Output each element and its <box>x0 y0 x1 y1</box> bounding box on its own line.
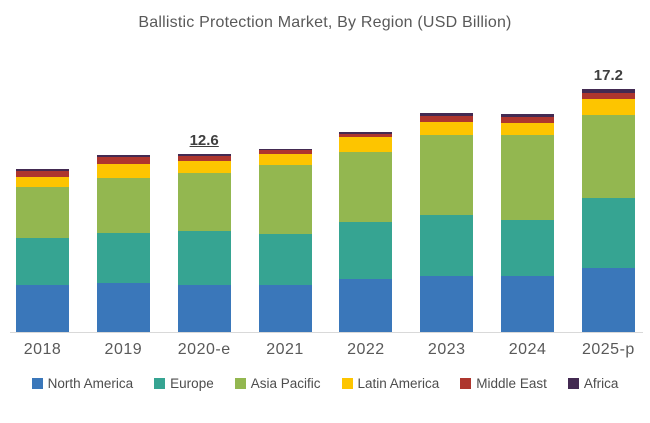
chart-title: Ballistic Protection Market, By Region (… <box>138 14 512 31</box>
legend-swatch-middle-east <box>460 378 472 389</box>
legend-swatch-asia-pacific <box>234 378 246 389</box>
x-axis-labels: 2018 2019 2020-e 2021 2022 2023 2024 2025-p <box>16 341 635 359</box>
segment-2019-asia-pacific <box>96 178 150 234</box>
plot-area: 12.6 17.2 <box>10 0 643 333</box>
segment-2025-p-asia-pacific <box>581 115 635 198</box>
segment-2020-e-latin-america <box>177 161 231 174</box>
segment-2023-europe <box>420 214 474 277</box>
segment-2021-africa <box>258 148 312 151</box>
segment-2018-middle-east <box>16 171 69 178</box>
legend-swatch-latin-america <box>341 378 353 389</box>
x-label-2020-e: 2020-e <box>177 341 231 358</box>
segment-2021-north-america <box>258 285 312 332</box>
segment-2019-africa <box>96 155 150 158</box>
segment-2025-p-middle-east <box>581 93 635 100</box>
legend-label-north-america: North America <box>47 376 134 391</box>
segment-2025-p-africa <box>581 89 635 94</box>
segment-2019-europe <box>96 233 150 284</box>
segment-2020-e-middle-east <box>177 155 231 162</box>
bar-2024 <box>501 114 555 332</box>
bar-2019 <box>96 155 150 332</box>
legend-item-africa: Africa <box>567 376 619 391</box>
value-label-2025-p: 17.2 <box>593 67 623 85</box>
segment-2024-latin-america <box>501 123 555 136</box>
segment-2018-europe <box>16 238 69 285</box>
segment-2025-p-latin-america <box>581 99 635 116</box>
segment-2022-middle-east <box>339 133 393 137</box>
segment-2018-latin-america <box>16 177 69 188</box>
x-label-2025-p: 2025-p <box>581 341 635 358</box>
bar-2018 <box>16 169 69 332</box>
legend-item-europe: Europe <box>154 376 214 391</box>
x-label-2022: 2022 <box>347 341 385 358</box>
legend-item-middle-east: Middle East <box>460 376 547 391</box>
legend-item-north-america: North America <box>31 376 134 391</box>
segment-2023-middle-east <box>420 115 474 122</box>
segment-2020-e-asia-pacific <box>177 173 231 232</box>
segment-2022-africa <box>339 132 393 134</box>
legend-item-asia-pacific: Asia Pacific <box>234 376 321 391</box>
bar-2021 <box>258 148 312 332</box>
segment-2019-north-america <box>96 283 150 332</box>
legend-label-middle-east: Middle East <box>476 376 547 391</box>
segment-2022-north-america <box>339 279 393 332</box>
bar-2022 <box>339 132 393 332</box>
segment-2025-p-north-america <box>581 268 635 332</box>
legend-swatch-africa <box>567 378 579 389</box>
segment-2022-europe <box>339 221 393 279</box>
segment-2024-middle-east <box>501 116 555 124</box>
segment-2022-latin-america <box>339 136 393 152</box>
bar-2023 <box>420 112 474 332</box>
segment-2023-asia-pacific <box>420 134 474 215</box>
bar-2025-p: 17.2 <box>581 67 635 332</box>
x-label-2018: 2018 <box>23 341 62 358</box>
legend-label-latin-america: Latin America <box>357 376 440 391</box>
segment-2024-europe <box>501 220 555 276</box>
segment-2025-p-europe <box>581 197 635 269</box>
segment-2023-north-america <box>420 276 474 332</box>
legend-label-asia-pacific: Asia Pacific <box>250 376 321 391</box>
legend-item-latin-america: Latin America <box>341 376 440 391</box>
segment-2024-north-america <box>501 276 555 332</box>
bars-row: 12.6 17.2 <box>16 0 635 332</box>
x-label-2021: 2021 <box>266 341 304 358</box>
segment-2018-asia-pacific <box>16 187 69 239</box>
segment-2021-asia-pacific <box>258 165 312 234</box>
segment-2018-north-america <box>16 285 69 332</box>
legend-label-europe: Europe <box>170 376 214 391</box>
value-label-2020-e: 12.6 <box>189 132 219 150</box>
legend: North America Europe Asia Pacific Latin Ame… <box>0 376 650 391</box>
segment-2020-e-europe <box>177 231 231 286</box>
legend-swatch-north-america <box>31 378 43 389</box>
segment-2021-europe <box>258 233 312 286</box>
legend-swatch-europe <box>154 378 166 389</box>
bar-2020-e: 12.6 <box>177 132 231 332</box>
segment-2019-middle-east <box>96 157 150 165</box>
x-label-2024: 2024 <box>508 341 547 358</box>
segment-2019-latin-america <box>96 164 150 179</box>
segment-2021-middle-east <box>258 150 312 154</box>
segment-2021-latin-america <box>258 153 312 166</box>
x-label-2023: 2023 <box>427 341 466 358</box>
segment-2024-asia-pacific <box>501 135 555 221</box>
segment-2023-latin-america <box>420 121 474 135</box>
segment-2020-e-north-america <box>177 285 231 332</box>
segment-2022-asia-pacific <box>339 151 393 222</box>
segment-2018-africa <box>16 169 69 172</box>
segment-2024-africa <box>501 114 555 117</box>
x-label-2019: 2019 <box>104 341 143 358</box>
segment-2023-africa <box>420 112 474 116</box>
legend-label-africa: Africa <box>583 376 619 391</box>
segment-2020-e-africa <box>177 154 231 156</box>
